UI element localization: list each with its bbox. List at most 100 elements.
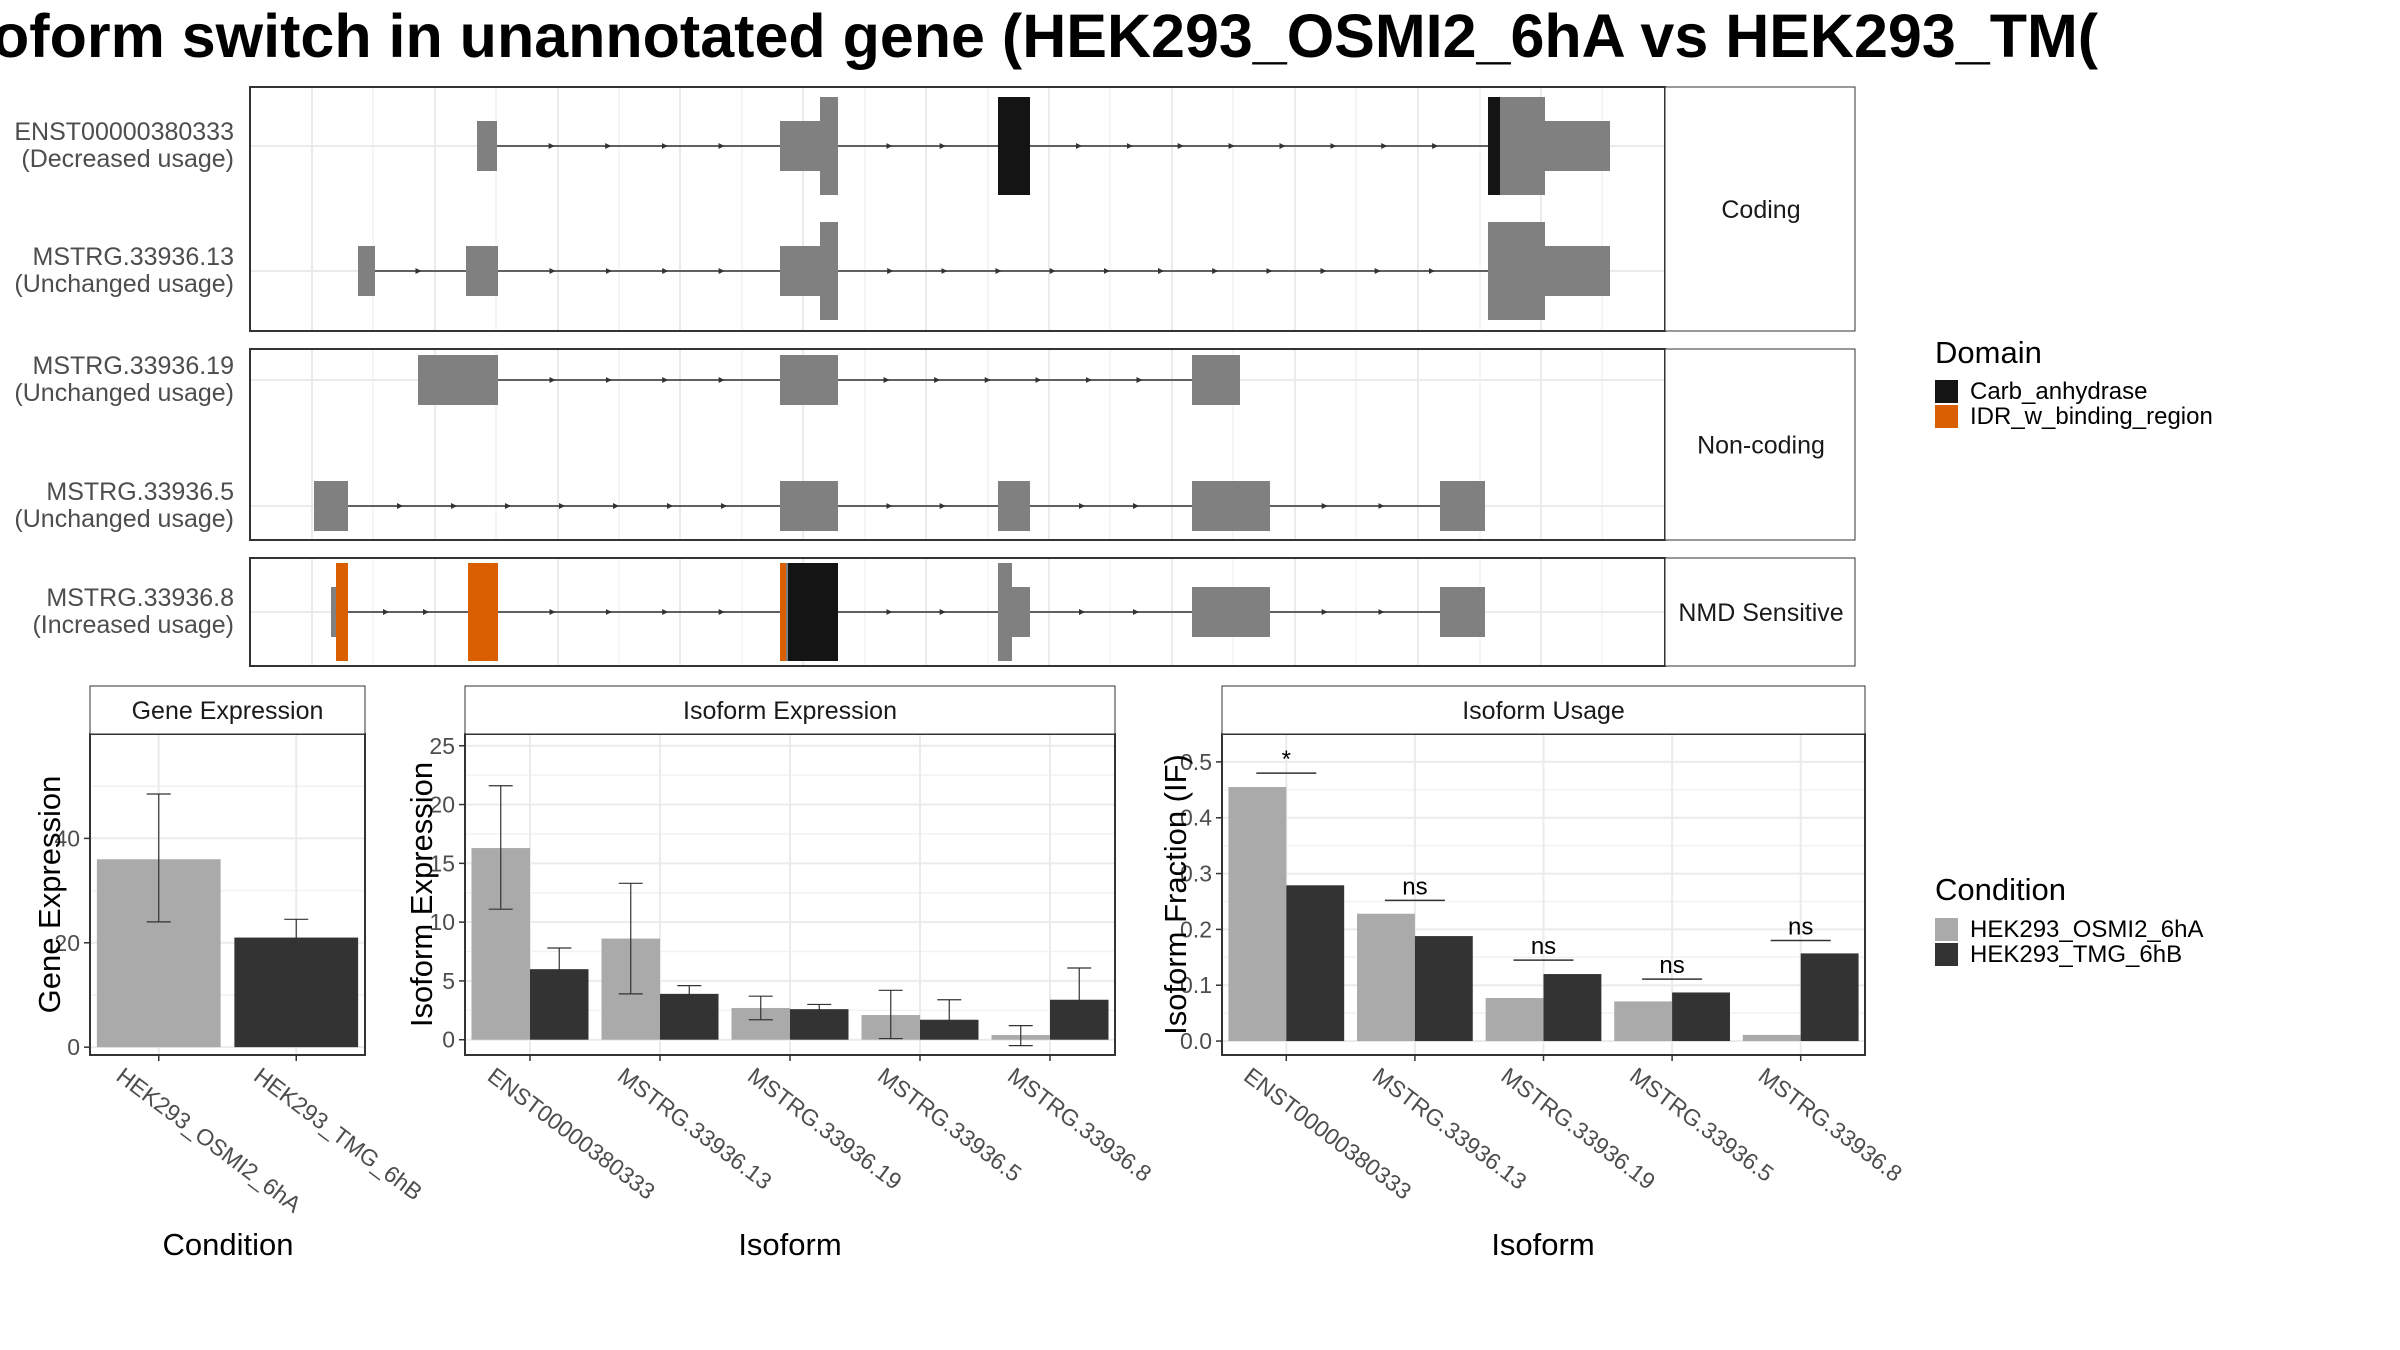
x-tick-label: MSTRG.33936.8: [1003, 1062, 1156, 1187]
exon: [1192, 355, 1240, 405]
y-tick-label: 20: [54, 930, 80, 956]
exon: [1500, 97, 1545, 195]
exon: [780, 355, 838, 405]
y-tick-label: 20: [429, 792, 455, 818]
y-tick-label: 5: [442, 968, 455, 994]
exon: [1488, 222, 1545, 320]
y-tick-label: 0.1: [1180, 972, 1212, 998]
facet-strip: [1221, 685, 1866, 735]
y-axis-title: Gene Expression: [32, 776, 67, 1014]
bar: [1357, 913, 1415, 1042]
bar: [1742, 1034, 1801, 1042]
exon: [331, 587, 336, 637]
domain-region: [468, 563, 498, 661]
isoform-usage: (Increased usage): [32, 611, 234, 639]
panel-title: Isoform Expression: [683, 697, 897, 725]
exon: [1192, 481, 1270, 531]
y-tick-label: 0: [67, 1034, 80, 1060]
exon: [1545, 121, 1610, 171]
facet-strip: [89, 685, 366, 735]
significance-label: *: [1282, 746, 1291, 773]
isoform-track: MSTRG.33936.19(Unchanged usage): [14, 352, 1240, 407]
exon: [466, 246, 498, 296]
legends: Domain Carb_anhydraseIDR_w_binding_region…: [1935, 335, 2213, 968]
exon: [1545, 246, 1610, 296]
figure-title: oform switch in unannotated gene (HEK293…: [0, 2, 2099, 70]
exon: [820, 222, 838, 320]
legend-swatch: [1935, 918, 1958, 941]
bar-charts: Gene Expression02040HEK293_OSMI2_6hAHEK2…: [32, 685, 1907, 1262]
exon: [820, 97, 838, 195]
y-tick-label: 0.3: [1180, 861, 1212, 887]
y-tick-label: 25: [429, 733, 455, 759]
significance-label: ns: [1402, 873, 1427, 900]
significance-label: ns: [1659, 952, 1684, 979]
y-tick-label: 10: [429, 909, 455, 935]
isoform-track: ENST00000380333(Decreased usage): [14, 97, 1610, 195]
exon: [477, 121, 497, 171]
legend-item-label: IDR_w_binding_region: [1970, 403, 2213, 430]
transcript-panel-3: MSTRG.33936.8(Increased usage) NMD Sensit…: [32, 557, 1856, 667]
domain-region: [788, 563, 838, 661]
isoform-usage: (Unchanged usage): [14, 379, 234, 407]
exon: [1440, 481, 1485, 531]
y-tick-label: 0.4: [1180, 805, 1212, 831]
x-axis-title: Condition: [163, 1227, 294, 1262]
panel-background: [250, 87, 1665, 331]
legend-swatch: [1935, 943, 1958, 966]
y-tick-label: 0.5: [1180, 749, 1212, 775]
x-axis-title: Isoform: [1491, 1227, 1594, 1262]
significance-label: ns: [1788, 914, 1813, 941]
isoform-name: MSTRG.33936.5: [46, 478, 234, 506]
facet-strip: [1664, 86, 1856, 332]
isoform-track: MSTRG.33936.13(Unchanged usage): [14, 222, 1610, 320]
bar: [234, 937, 359, 1048]
facet-strip-label: Non-coding: [1697, 432, 1825, 460]
bar: [1228, 787, 1287, 1042]
exon: [780, 246, 820, 296]
y-axis-title: Isoform Expression: [404, 762, 439, 1027]
domain-region: [1488, 97, 1500, 195]
bar-chart-3: * ns ns ns ns Isoform Usage 0.0 0.1 0.2 0.3 0.4 0.5…: [1158, 685, 1907, 1262]
legend-item-label: HEK293_TMG_6hB: [1970, 941, 2182, 968]
isoform-usage: (Decreased usage): [21, 145, 234, 173]
exon: [1440, 587, 1485, 637]
exon: [780, 121, 820, 171]
isoform-name: MSTRG.33936.13: [33, 243, 235, 271]
legend-swatch: [1935, 405, 1958, 428]
x-axis-title: Isoform: [738, 1227, 841, 1262]
facet-strip-label: Coding: [1721, 196, 1800, 224]
bar: [1414, 936, 1473, 1042]
bar: [1672, 992, 1730, 1042]
y-tick-label: 0.2: [1180, 916, 1212, 942]
legend-title: Domain: [1935, 335, 2042, 370]
legend-title: Condition: [1935, 872, 2066, 907]
isoform-name: MSTRG.33936.8: [46, 584, 234, 612]
bar-chart-1: Gene Expression02040HEK293_OSMI2_6hAHEK2…: [32, 685, 427, 1262]
bar: [1543, 974, 1602, 1042]
y-axis-title: Isoform Fraction (IF): [1158, 754, 1193, 1035]
y-tick-label: 0: [442, 1027, 455, 1053]
exon: [418, 355, 498, 405]
isoform-name: ENST00000380333: [14, 118, 234, 146]
transcript-panel-1: ENST00000380333(Decreased usage) MSTRG.33…: [14, 86, 1856, 332]
exon: [780, 481, 838, 531]
domain-region: [336, 563, 348, 661]
isoform-usage: (Unchanged usage): [14, 505, 234, 533]
exon: [998, 563, 1012, 661]
legend-item-label: Carb_anhydrase: [1970, 378, 2147, 405]
y-tick-label: 15: [429, 850, 455, 876]
exon: [1012, 587, 1030, 637]
exon: [314, 481, 348, 531]
legend-swatch: [1935, 380, 1958, 403]
isoform-usage: (Unchanged usage): [14, 270, 234, 298]
facet-strip-label: NMD Sensitive: [1678, 599, 1843, 627]
bar: [1614, 1001, 1673, 1042]
isoform-track: MSTRG.33936.5(Unchanged usage): [14, 478, 1485, 533]
facet-strip: [1664, 557, 1856, 667]
y-tick-label: 40: [54, 825, 80, 851]
panel-title: Isoform Usage: [1462, 697, 1625, 725]
